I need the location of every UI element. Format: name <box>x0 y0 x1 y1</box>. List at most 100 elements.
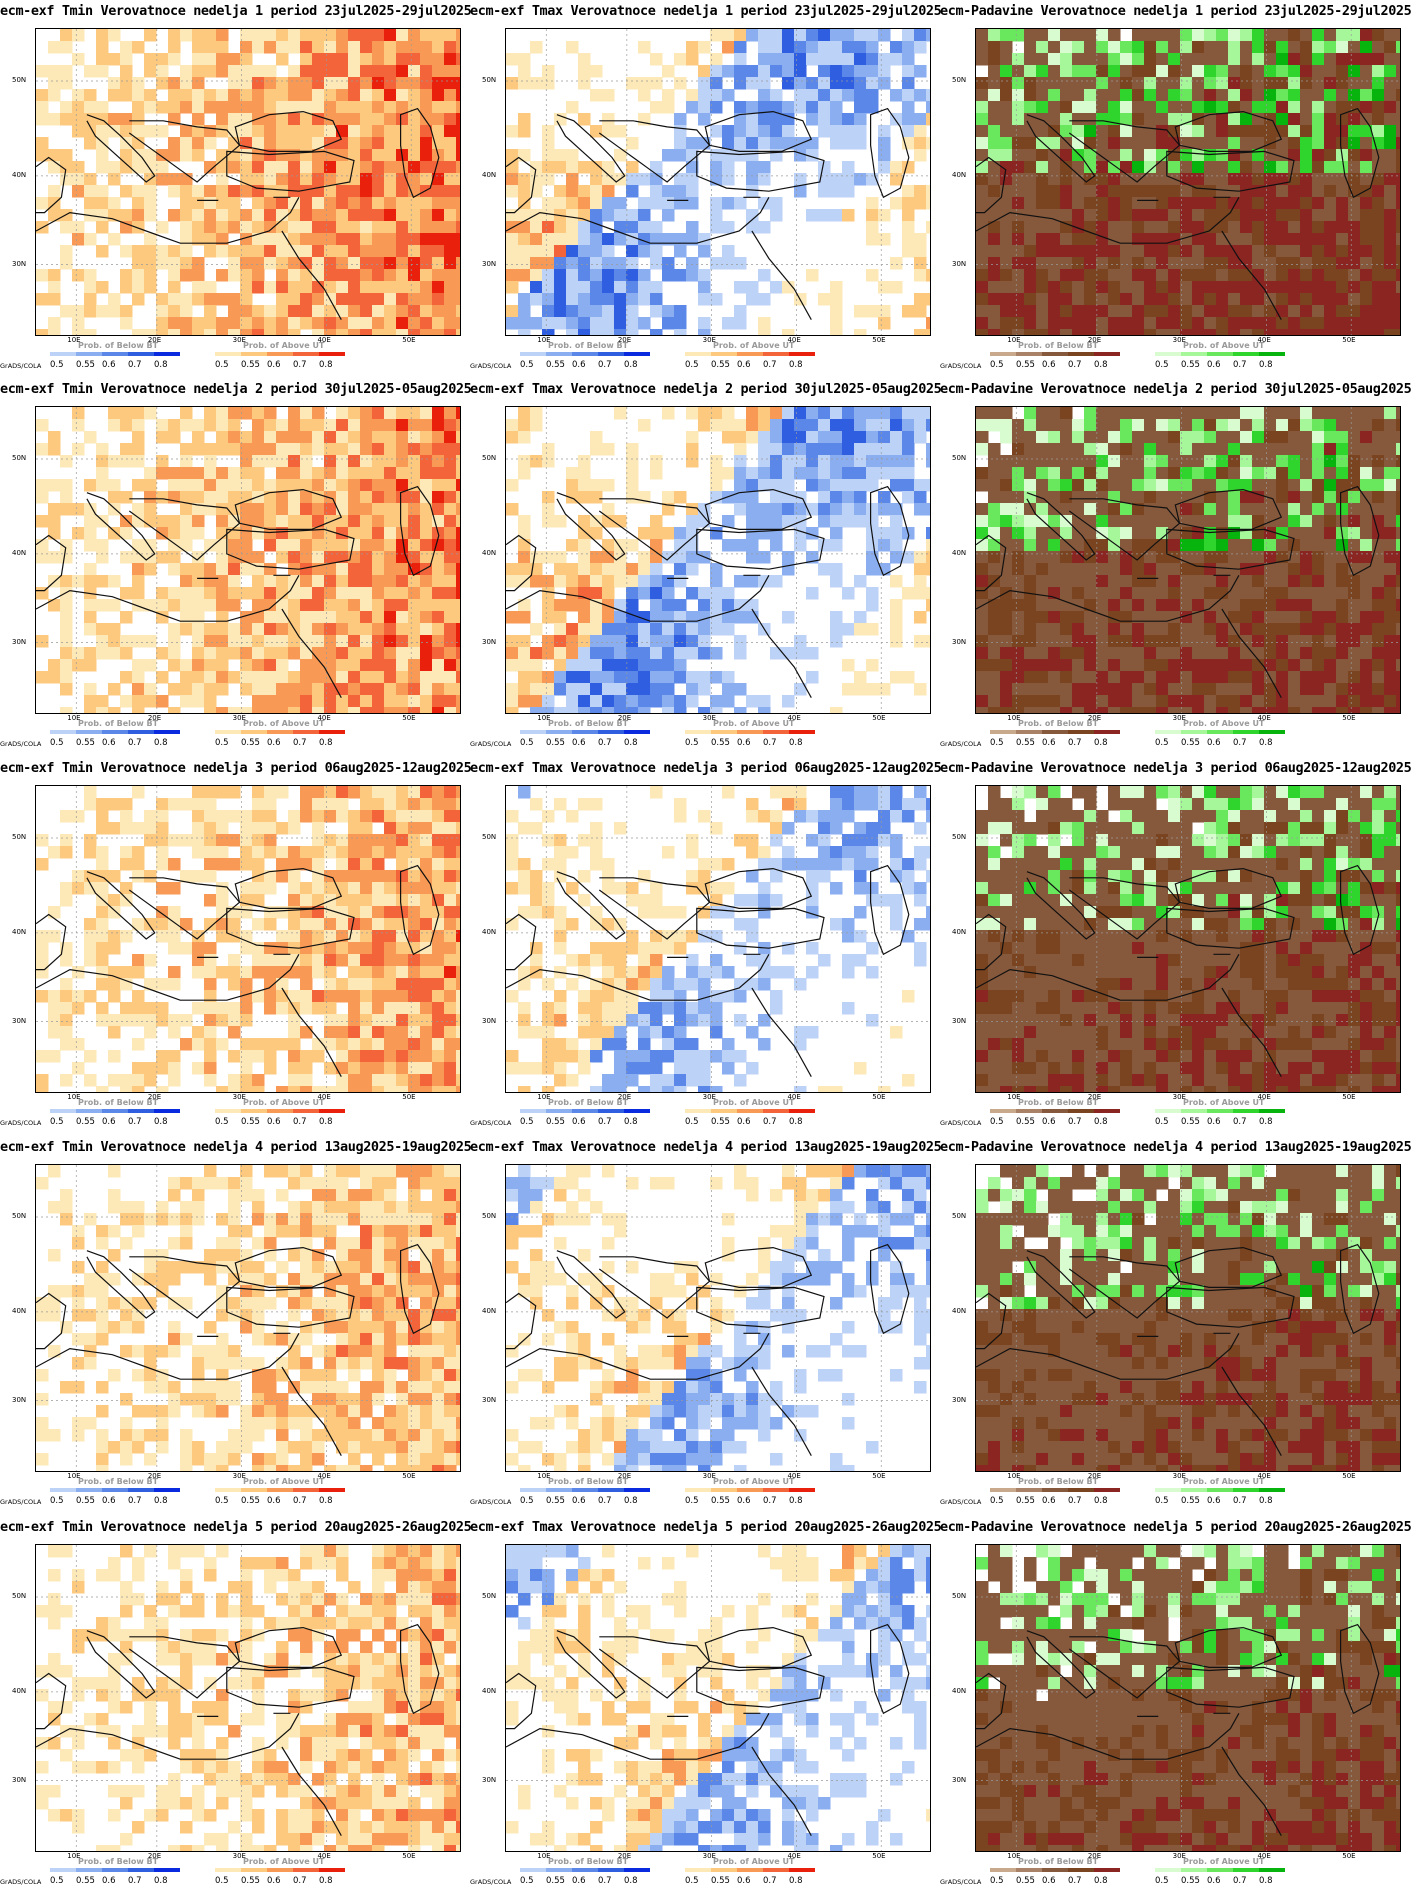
wet-legend-title: Prob. of Above UT <box>1183 341 1265 350</box>
panel-title: ecm-exf Tmin Verovatnoce nedelja 4 perio… <box>0 1139 472 1155</box>
coastline-blackSea <box>234 1246 343 1288</box>
below-color-swatch <box>572 1488 598 1492</box>
below-color-swatch <box>102 1868 128 1872</box>
below-color-bar <box>50 1109 180 1113</box>
legend-tick-label: 0.55 <box>711 360 730 370</box>
legend-tick-label: 0.7 <box>1233 1876 1247 1886</box>
coastline-blackSea <box>1174 110 1283 152</box>
dry-color-bar <box>990 1109 1120 1113</box>
latitude-label: 50N <box>12 76 27 85</box>
map-canvas <box>976 786 1400 1092</box>
dry-color-swatch <box>1016 730 1042 734</box>
legend-tick-label: 0.6 <box>1042 360 1056 370</box>
legend-tick-label: 0.8 <box>154 360 168 370</box>
panel-title: ecm-exf Tmax Verovatnoce nedelja 4 perio… <box>470 1139 942 1155</box>
dry-legend-title: Prob. of Below BT <box>1018 1477 1099 1486</box>
coastline-iberia <box>36 1292 67 1350</box>
latitude-label: 30N <box>12 259 27 268</box>
probability-map <box>505 28 931 336</box>
above-legend-ticks: 0.5 0.55 0.6 0.7 0.8 <box>685 1876 815 1886</box>
legend-tick-label: 0.55 <box>711 1496 730 1506</box>
above-color-swatch <box>789 1488 815 1492</box>
legend-tick-label: 0.8 <box>1094 360 1108 370</box>
wet-color-bar <box>1155 730 1285 734</box>
below-legend-ticks: 0.5 0.55 0.6 0.7 0.8 <box>520 1876 650 1886</box>
legend-tick-label: 0.6 <box>737 1876 751 1886</box>
coastline-africa <box>36 954 300 1001</box>
legend-tick-label: 0.8 <box>1094 738 1108 748</box>
coastline-caspian <box>870 1243 910 1335</box>
above-color-bar <box>685 1109 815 1113</box>
coastline-blackSea <box>704 867 813 909</box>
above-color-swatch <box>241 352 267 356</box>
coastline-caspian <box>1340 1243 1380 1335</box>
coastline-italy <box>86 114 156 183</box>
longitude-label: 50E <box>1342 1472 1356 1480</box>
coastline-redSea <box>1221 987 1282 1077</box>
panel-title: ecm-exf Tmax Verovatnoce nedelja 2 perio… <box>470 381 942 397</box>
above-color-swatch <box>241 730 267 734</box>
below-legend-title: Prob. of Below BT <box>548 341 629 350</box>
coastline-italy <box>556 1630 626 1699</box>
legend-tick-label: 0.6 <box>737 738 751 748</box>
wet-legend-title: Prob. of Above UT <box>1183 719 1265 728</box>
latitude-label: 40N <box>482 1306 497 1315</box>
map-canvas <box>36 407 460 713</box>
below-color-swatch <box>102 1109 128 1113</box>
below-color-swatch <box>546 1488 572 1492</box>
longitude-label: 30E <box>702 1472 716 1480</box>
below-color-swatch <box>598 1868 624 1872</box>
latitude-label: 50N <box>482 454 497 463</box>
above-color-swatch <box>789 1109 815 1113</box>
above-color-bar <box>685 730 815 734</box>
below-legend-title: Prob. of Below BT <box>78 1857 159 1866</box>
wet-legend-title: Prob. of Above UT <box>1183 1098 1265 1107</box>
legend-tick-label: 0.55 <box>546 1496 565 1506</box>
latitude-label: 30N <box>952 1775 967 1784</box>
map-panel-precip-week-3: ecm-Padavine Verovatnoce nedelja 3 perio… <box>940 757 1412 1135</box>
legend-tick-label: 0.6 <box>267 360 281 370</box>
legend-tick-label: 0.6 <box>102 1496 116 1506</box>
panel-title: ecm-Padavine Verovatnoce nedelja 4 perio… <box>940 1139 1412 1155</box>
legend-tick-label: 0.5 <box>50 360 64 370</box>
below-color-swatch <box>572 730 598 734</box>
coastline-balkans <box>598 877 711 940</box>
legend-tick-label: 0.6 <box>102 1876 116 1886</box>
wet-color-swatch <box>1233 730 1259 734</box>
longitude-label: 50E <box>872 1852 886 1860</box>
dry-color-swatch <box>990 730 1016 734</box>
below-color-swatch <box>572 352 598 356</box>
above-legend-ticks: 0.5 0.55 0.6 0.7 0.8 <box>215 360 345 370</box>
latitude-label: 50N <box>952 833 967 842</box>
below-color-swatch <box>76 1488 102 1492</box>
above-color-swatch <box>241 1488 267 1492</box>
wet-color-swatch <box>1207 1868 1233 1872</box>
coastline-blackSea <box>234 110 343 152</box>
longitude-label: 20E <box>1087 1093 1102 1101</box>
legend-tick-label: 0.7 <box>128 1496 142 1506</box>
above-color-swatch <box>763 352 789 356</box>
coastline-blackSea <box>234 867 343 909</box>
above-color-swatch <box>763 1488 789 1492</box>
legend-tick-label: 0.8 <box>319 1496 333 1506</box>
map-panel-tmin-week-3: ecm-exf Tmin Verovatnoce nedelja 3 perio… <box>0 757 472 1135</box>
dry-color-swatch <box>1016 1488 1042 1492</box>
above-color-swatch <box>737 1868 763 1872</box>
below-color-swatch <box>546 1109 572 1113</box>
latitude-label: 30N <box>12 1775 27 1784</box>
legend-tick-label: 0.7 <box>128 360 142 370</box>
map-panel-tmin-week-4: ecm-exf Tmin Verovatnoce nedelja 4 perio… <box>0 1136 472 1514</box>
coastline-italy <box>1026 871 1096 940</box>
coastline-redSea <box>281 1746 342 1836</box>
longitude-label: 40E <box>787 1472 801 1480</box>
wet-legend-ticks: 0.5 0.55 0.6 0.7 0.8 <box>1155 1117 1285 1127</box>
legend-tick-label: 0.55 <box>711 1876 730 1886</box>
legend-tick-label: 0.8 <box>624 360 638 370</box>
latitude-label: 40N <box>482 170 497 179</box>
map-canvas <box>976 1545 1400 1851</box>
wet-color-swatch <box>1181 1109 1207 1113</box>
longitude-label: 20E <box>1087 1472 1102 1480</box>
legend-tick-label: 0.55 <box>1181 738 1200 748</box>
wet-legend-ticks: 0.5 0.55 0.6 0.7 0.8 <box>1155 1876 1285 1886</box>
map-canvas <box>976 1165 1400 1471</box>
